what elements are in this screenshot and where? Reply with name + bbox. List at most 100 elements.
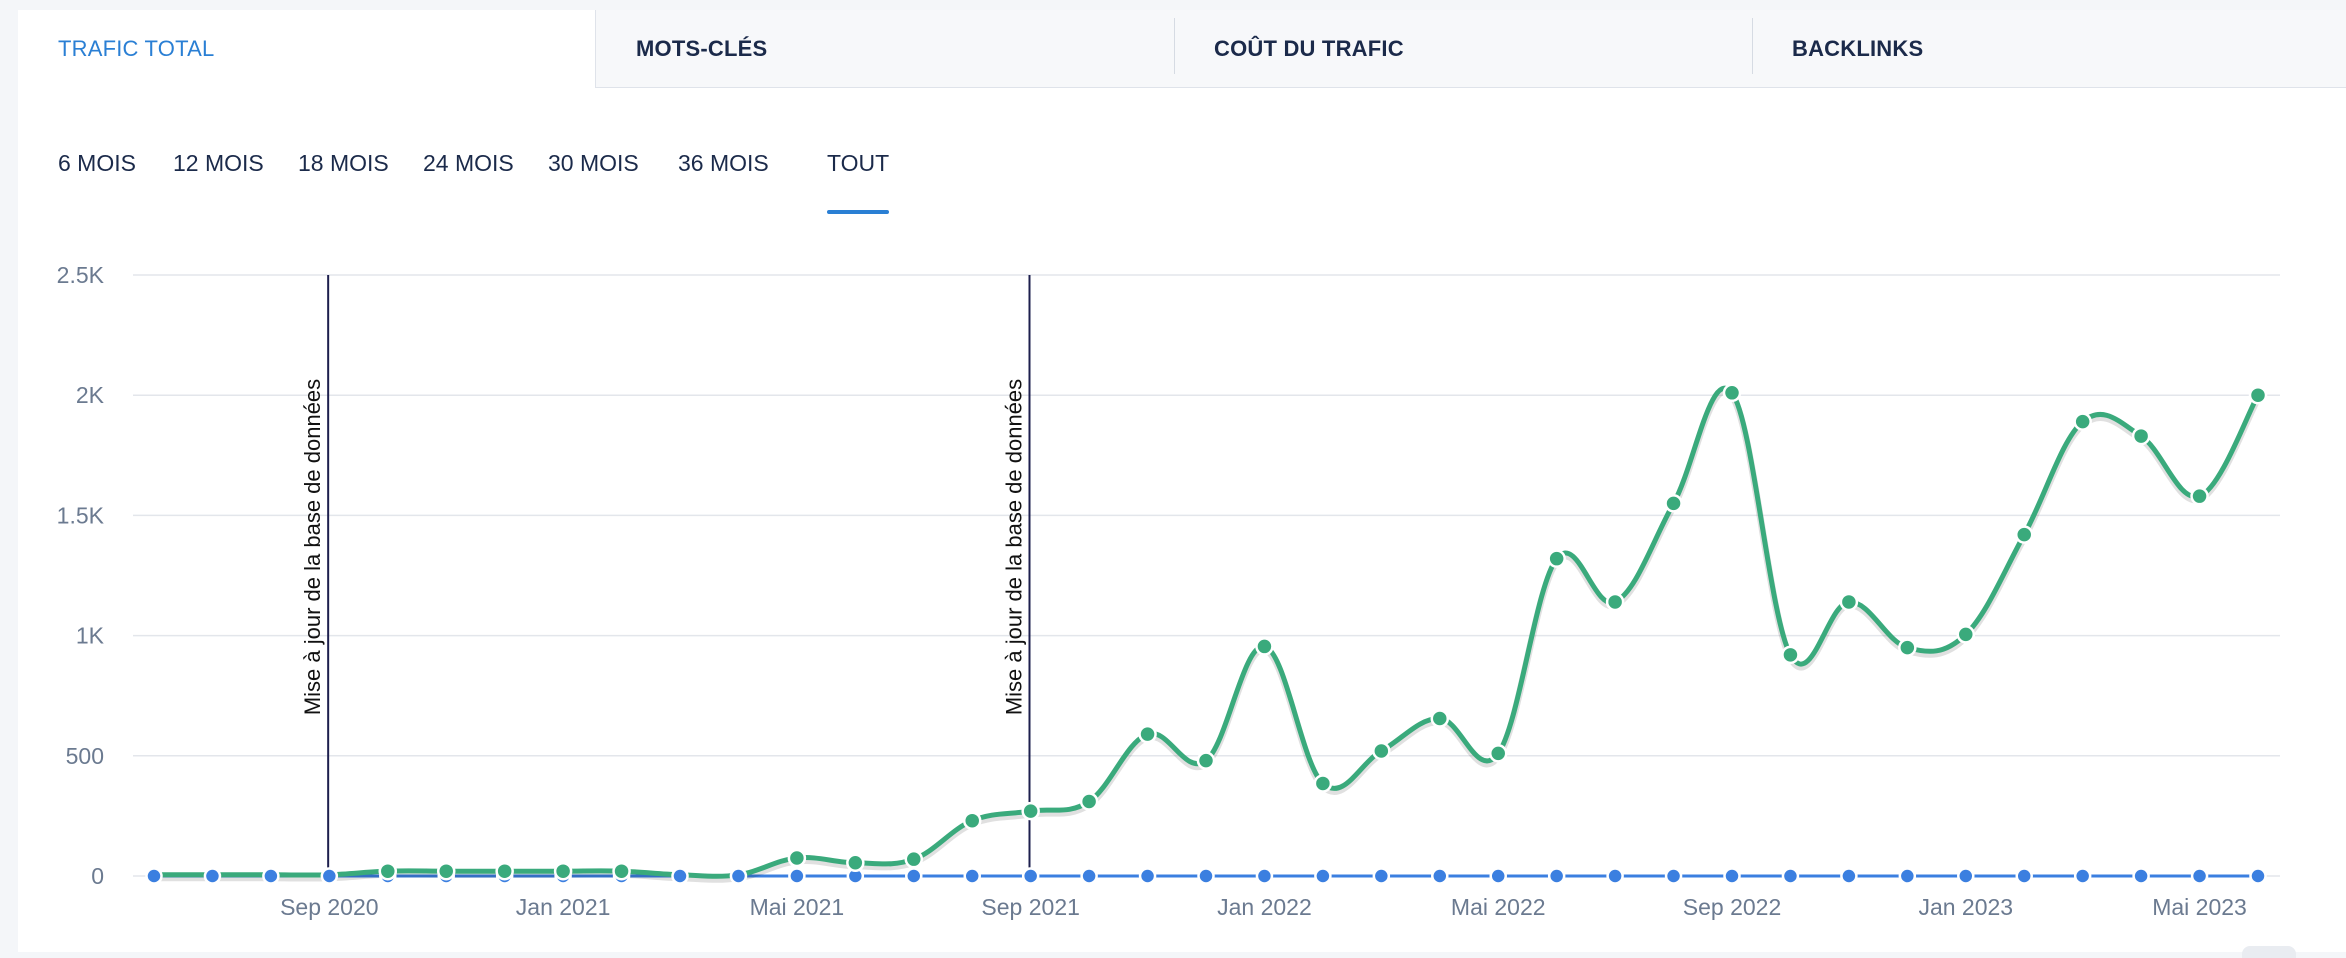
traffic-point (2014, 525, 2034, 544)
baseline-point (320, 867, 339, 885)
traffic-point (1722, 383, 1742, 403)
traffic-card: TRAFIC TOTAL MOTS-CLÉS COÛT DU TRAFIC BA… (18, 10, 2346, 952)
series-traffic-line (154, 385, 2261, 879)
traffic-point (962, 811, 982, 830)
traffic-point (1255, 637, 1274, 656)
baseline-point (203, 867, 222, 885)
tab-mots-cles[interactable]: MOTS-CLÉS (596, 10, 1174, 88)
annotation-label: Mise à jour de la base de données (1001, 379, 1026, 715)
traffic-point (1430, 709, 1450, 728)
baseline-point (1431, 867, 1449, 885)
period-12-mois[interactable]: 12 MOIS (173, 150, 264, 176)
baseline-point (1840, 867, 1858, 885)
traffic-point (1488, 744, 1508, 763)
x-tick-label: Jan 2021 (516, 894, 611, 920)
traffic-point (2190, 486, 2209, 506)
tab-label: COÛT DU TRAFIC (1214, 35, 1404, 61)
baseline-point (1957, 867, 1975, 885)
traffic-point (612, 861, 631, 881)
resize-handle[interactable] (2242, 946, 2296, 958)
baseline-point (2132, 867, 2150, 885)
y-tick-label: 2.5K (57, 262, 105, 288)
baseline-point (2015, 867, 2033, 885)
traffic-point (1021, 801, 1040, 821)
baseline-point (1489, 867, 1507, 885)
baseline-point (1021, 867, 1040, 885)
period-active-underline (827, 210, 889, 214)
traffic-point (1138, 724, 1157, 744)
traffic-point (1956, 625, 1976, 644)
traffic-point (1664, 494, 1683, 513)
baseline-point (729, 867, 748, 885)
traffic-point (436, 861, 456, 881)
traffic-point (787, 848, 807, 868)
baseline-point (145, 867, 163, 885)
baseline-point (963, 867, 981, 885)
period-30-mois[interactable]: 30 MOIS (548, 150, 639, 176)
baseline-point (1138, 867, 1157, 885)
period-tout[interactable]: TOUT (827, 150, 890, 176)
period-24-mois[interactable]: 24 MOIS (423, 150, 514, 176)
period-36-mois[interactable]: 36 MOIS (678, 150, 769, 176)
baseline-point (671, 867, 689, 885)
tab-label: MOTS-CLÉS (636, 35, 768, 61)
traffic-point (1839, 592, 1859, 612)
baseline-point (262, 867, 280, 885)
period-18-mois[interactable]: 18 MOIS (298, 150, 389, 176)
x-tick-label: Sep 2022 (1683, 894, 1781, 920)
traffic-point (378, 861, 398, 881)
traffic-point (1898, 638, 1917, 657)
baseline-point (1781, 867, 1800, 885)
tab-backlinks[interactable]: BACKLINKS (1752, 10, 2346, 88)
baseline-point (1723, 867, 1741, 885)
y-tick-label: 500 (66, 743, 104, 769)
traffic-point (1196, 751, 1216, 770)
baseline-point (1547, 867, 1566, 885)
y-tick-label: 0 (91, 863, 104, 889)
traffic-point (846, 853, 865, 873)
baseline-point (2190, 867, 2209, 885)
x-tick-label: Sep 2021 (981, 894, 1079, 920)
baseline-point (1606, 867, 1624, 885)
baseline-point (1664, 867, 1683, 885)
baseline-point (2249, 867, 2267, 885)
baseline-point (1314, 867, 1332, 885)
traffic-point (495, 861, 514, 881)
traffic-point (2248, 385, 2268, 405)
baseline-point (1197, 867, 1215, 885)
x-tick-label: Mai 2023 (2152, 894, 2247, 920)
tab-divider (1752, 18, 1753, 74)
traffic-chart: 0 500 1K 1.5K 2K 2.5K Sep 2020 Jan 2021 Mai 2021… (57, 262, 2280, 920)
traffic-point (1079, 792, 1099, 811)
baseline-point (905, 867, 923, 885)
traffic-point (2073, 412, 2092, 431)
tab-label: TRAFIC TOTAL (58, 36, 215, 61)
tab-label: BACKLINKS (1792, 35, 1924, 61)
traffic-point (1313, 774, 1333, 793)
y-tick-label: 2K (76, 382, 105, 408)
baseline-point (1898, 867, 1917, 885)
x-tick-label: Mai 2021 (750, 894, 845, 920)
traffic-point (1781, 645, 1800, 665)
traffic-point (1605, 592, 1625, 612)
x-tick-label: Sep 2020 (280, 894, 378, 920)
x-tick-label: Jan 2023 (1918, 894, 2013, 920)
baseline-point (1255, 867, 1274, 885)
x-tick-label: Mai 2022 (1451, 894, 1546, 920)
annotation-label: Mise à jour de la base de données (300, 379, 325, 715)
baseline-point (2073, 867, 2092, 885)
y-tick-label: 1.5K (57, 502, 105, 528)
traffic-point (904, 849, 924, 869)
tab-divider (1174, 18, 1175, 74)
tab-trafic-total[interactable]: TRAFIC TOTAL (18, 10, 596, 88)
traffic-point (1547, 549, 1566, 568)
period-6-mois[interactable]: 6 MOIS (58, 150, 136, 176)
traffic-point (2131, 426, 2151, 446)
tab-bar: TRAFIC TOTAL MOTS-CLÉS COÛT DU TRAFIC BA… (18, 10, 2346, 88)
y-tick-label: 1K (76, 623, 105, 649)
baseline-point (788, 867, 806, 885)
tab-cout-du-trafic[interactable]: COÛT DU TRAFIC (1174, 10, 1752, 88)
baseline-point (1080, 867, 1098, 885)
traffic-point (1372, 741, 1391, 761)
traffic-point (553, 861, 573, 881)
